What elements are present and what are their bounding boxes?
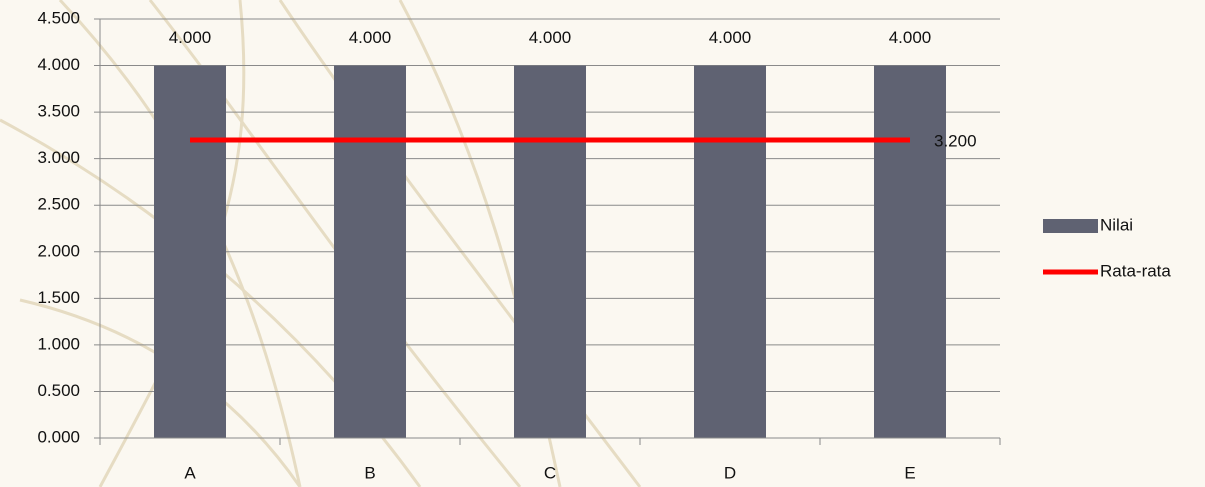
y-tick-label: 4.000 [37, 55, 80, 74]
data-label: 3.200 [934, 132, 977, 151]
legend-label: Rata-rata [1100, 261, 1171, 280]
bar [694, 65, 766, 439]
bar [334, 65, 406, 439]
data-label: 4.000 [709, 28, 752, 47]
x-tick-label: A [184, 463, 196, 482]
y-tick-label: 4.500 [37, 8, 80, 27]
y-tick-label: 3.000 [37, 148, 80, 167]
y-tick-label: 0.500 [37, 381, 80, 400]
y-tick-label: 0.000 [37, 427, 80, 446]
y-tick-label: 1.000 [37, 334, 80, 353]
x-tick-label: B [364, 463, 375, 482]
y-tick-label: 3.500 [37, 102, 80, 121]
data-label: 4.000 [529, 28, 572, 47]
data-label: 4.000 [169, 28, 212, 47]
plot-area: 0.000 0.500 1.000 1.500 2.000 2.500 3.000 3.500… [37, 8, 1171, 482]
data-label: 4.000 [349, 28, 392, 47]
x-tick-label: E [904, 463, 915, 482]
x-tick-label: C [544, 463, 556, 482]
y-tick-label: 2.500 [37, 195, 80, 214]
legend-swatch [1043, 219, 1098, 233]
x-tick-label: D [724, 463, 736, 482]
data-label: 4.000 [889, 28, 932, 47]
y-tick-label: 2.000 [37, 241, 80, 260]
bar [154, 65, 226, 439]
legend-label: Nilai [1100, 215, 1133, 234]
bar [514, 65, 586, 439]
y-tick-label: 1.500 [37, 288, 80, 307]
bar [874, 65, 946, 439]
